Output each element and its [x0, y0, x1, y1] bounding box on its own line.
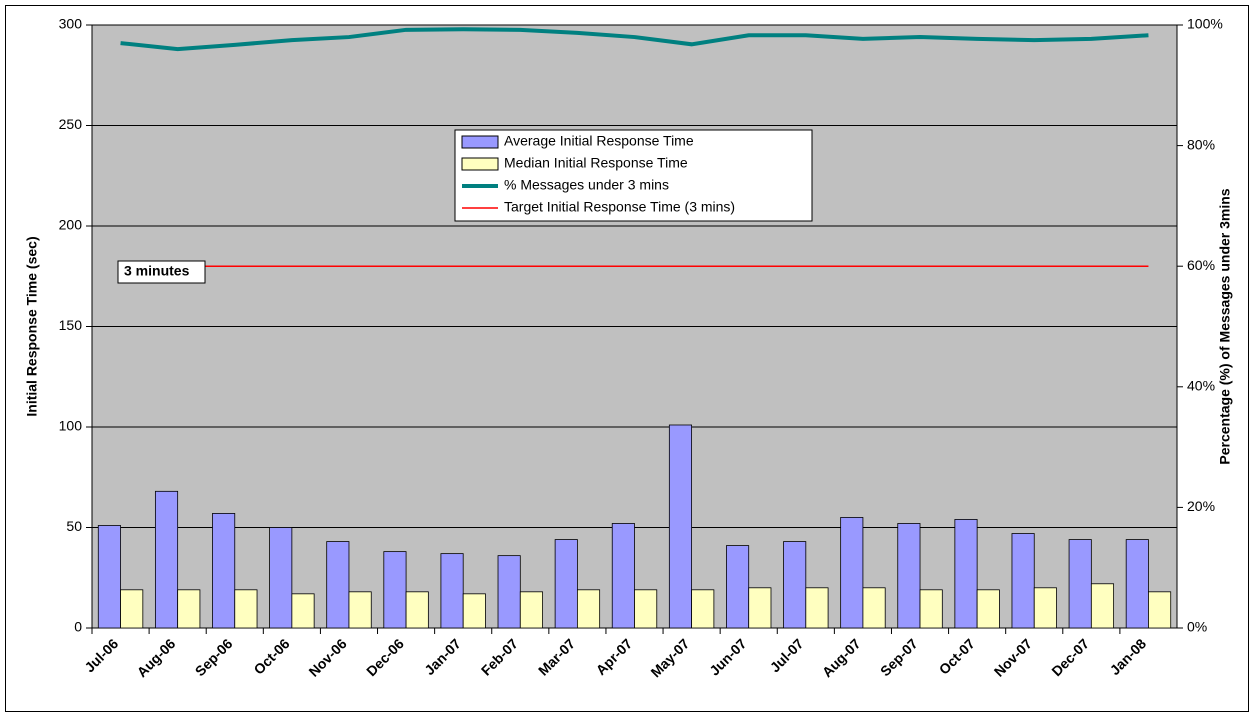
- y-tick-label: 0: [74, 619, 82, 635]
- bar: [519, 591, 543, 629]
- legend-box: [454, 129, 813, 222]
- bar: [576, 589, 601, 629]
- annotation-text: 3 minutes: [124, 263, 190, 279]
- y-tick-label: 250: [59, 116, 83, 132]
- bar: [611, 523, 635, 629]
- bar: [177, 589, 201, 629]
- legend-swatch: [461, 157, 499, 171]
- legend-label: % Messages under 3 mins: [504, 177, 669, 193]
- bar: [1011, 533, 1035, 629]
- y-tick-label: 50: [66, 518, 82, 534]
- bar: [154, 490, 179, 629]
- annotation-box: [117, 260, 206, 284]
- bar: [897, 523, 921, 629]
- bar: [1068, 539, 1092, 629]
- y2-tick-label: 0%: [1187, 619, 1207, 635]
- bar: [840, 517, 864, 629]
- bar: [97, 525, 121, 629]
- bar: [668, 424, 693, 629]
- y2-tick-label: 40%: [1187, 378, 1215, 394]
- bar: [554, 539, 578, 629]
- bar: [212, 513, 236, 629]
- bar: [462, 593, 486, 629]
- bar: [1033, 587, 1057, 629]
- bar: [805, 587, 829, 629]
- bar: [954, 519, 978, 629]
- y2-tick-label: 60%: [1187, 257, 1215, 273]
- percent-line: [120, 27, 1149, 52]
- bar: [919, 589, 943, 629]
- bar: [783, 541, 807, 629]
- y-tick-label: 150: [59, 317, 83, 333]
- bar: [291, 593, 315, 629]
- y-tick-label: 300: [59, 16, 83, 32]
- legend: Average Initial Response Time Median Init…: [454, 129, 813, 222]
- bar: [634, 589, 658, 629]
- bar: [726, 545, 750, 629]
- bar: [497, 555, 521, 629]
- bar: [976, 589, 1000, 629]
- legend-label: Average Initial Response Time: [504, 133, 694, 149]
- legend-label: Target Initial Response Time (3 mins): [504, 199, 735, 215]
- y2-tick-label: 100%: [1187, 16, 1223, 32]
- annotation: 3 minutes: [117, 260, 206, 284]
- y2-tick-label: 20%: [1187, 498, 1215, 514]
- y2-axis-title: Percentage (%) of Messages under 3mins: [1217, 188, 1233, 464]
- y-tick-label: 100: [59, 418, 83, 434]
- bar: [348, 591, 372, 629]
- bar: [440, 553, 464, 629]
- bar: [269, 527, 293, 629]
- bar: [748, 587, 772, 629]
- bar: [691, 589, 715, 629]
- y-tick-label: 200: [59, 217, 83, 233]
- bar: [405, 591, 429, 629]
- y-axis-title: Initial Response Time (sec): [24, 236, 40, 416]
- bar: [326, 541, 350, 629]
- legend-label: Median Initial Response Time: [504, 155, 688, 171]
- bar: [1148, 591, 1172, 629]
- bar: [1090, 583, 1115, 629]
- y2-tick-label: 80%: [1187, 136, 1215, 152]
- bar: [120, 589, 144, 629]
- bar: [234, 589, 258, 629]
- bar: [1125, 539, 1149, 629]
- legend-swatch: [461, 135, 499, 149]
- bar: [862, 587, 886, 629]
- bar: [383, 551, 407, 629]
